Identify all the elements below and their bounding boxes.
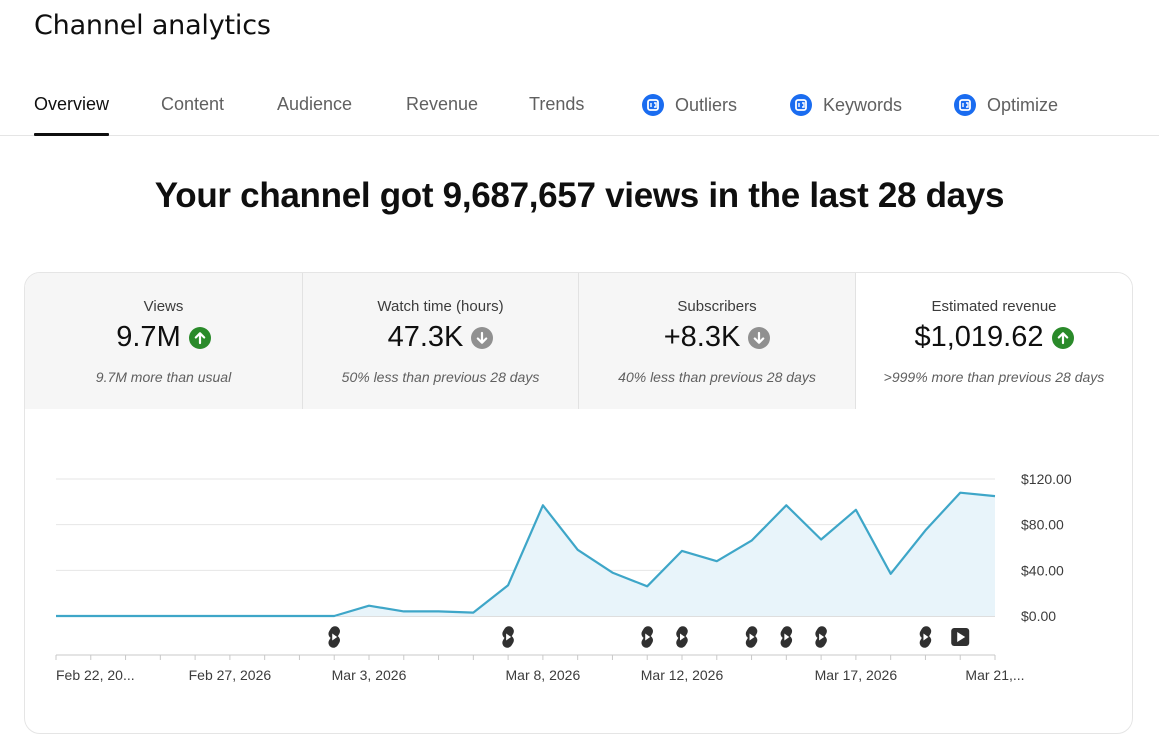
tab-label: Revenue: [406, 94, 479, 114]
data-point[interactable]: [401, 608, 407, 614]
active-tab-indicator: [34, 133, 110, 136]
shorts-upload-icon[interactable]: [918, 624, 933, 649]
metric-value: $1,019.62: [914, 321, 1044, 353]
tab-trends[interactable]: Trends: [529, 94, 584, 115]
data-point[interactable]: [644, 583, 650, 589]
tab-label: Overview: [34, 94, 110, 114]
y-tick-label: $120.00: [1021, 471, 1072, 487]
revenue-area: [56, 492, 995, 616]
data-point[interactable]: [992, 493, 998, 499]
revenue-line[interactable]: [56, 491, 996, 618]
data-point[interactable]: [331, 613, 337, 619]
metric-comparison: 40% less than previous 28 days: [618, 369, 816, 385]
summary-headline: Your channel got 9,687,657 views in the …: [154, 176, 1005, 215]
y-tick-label: $80.00: [1021, 517, 1064, 533]
metric-comparison: 50% less than previous 28 days: [341, 369, 540, 385]
tab-label: Keywords: [823, 94, 903, 115]
arrow-down-icon: [748, 326, 771, 349]
tab-revenue[interactable]: Revenue: [406, 94, 478, 115]
data-point[interactable]: [88, 613, 94, 619]
arrow-down-icon: [471, 326, 494, 349]
data-point[interactable]: [714, 558, 720, 564]
metric-views[interactable]: Views 9.7M 9.7M more than usual: [25, 273, 302, 409]
shorts-upload-icon[interactable]: [640, 624, 655, 649]
metric-comparison: >999% more than previous 28 days: [883, 369, 1105, 385]
shorts-upload-icon[interactable]: [674, 624, 689, 649]
tab-label: Optimize: [987, 94, 1059, 115]
data-point[interactable]: [262, 613, 268, 619]
data-point[interactable]: [192, 613, 198, 619]
metric-label: Subscribers: [677, 298, 757, 315]
vidiq-icon: [954, 94, 976, 116]
shorts-upload-icon[interactable]: [327, 624, 342, 649]
tab-optimize[interactable]: Optimize: [954, 94, 1058, 116]
revenue-chart[interactable]: $0.00 $40.00 $80.00 $120.00 Feb 22, 20... Feb…: [25, 273, 1132, 733]
tab-keywords[interactable]: Keywords: [790, 94, 902, 116]
data-point[interactable]: [157, 613, 163, 619]
shorts-upload-icon[interactable]: [501, 624, 516, 649]
shorts-upload-icon[interactable]: [744, 624, 759, 649]
x-tick-label: Mar 12, 2026: [641, 667, 724, 683]
data-point[interactable]: [505, 582, 511, 588]
metric-divider: [855, 273, 856, 409]
y-tick-label: $0.00: [1021, 608, 1056, 624]
tab-content[interactable]: Content: [161, 94, 224, 115]
x-tick-label: Feb 27, 2026: [189, 667, 272, 683]
x-tick-label: Mar 8, 2026: [506, 667, 581, 683]
data-point[interactable]: [957, 490, 963, 496]
tab-overview[interactable]: Overview: [34, 94, 110, 136]
metric-value: 9.7M: [116, 321, 181, 353]
x-tick-label: Feb 22, 20...: [56, 667, 135, 683]
tab-label: Audience: [277, 94, 353, 114]
metric-subscribers[interactable]: Subscribers +8.3K 40% less than previous…: [579, 273, 855, 409]
data-point[interactable]: [53, 613, 59, 619]
data-point[interactable]: [609, 570, 615, 576]
data-point[interactable]: [123, 613, 129, 619]
data-point[interactable]: [436, 608, 442, 614]
y-tick-label: $40.00: [1021, 562, 1064, 578]
tab-label: Content: [161, 94, 225, 114]
data-point[interactable]: [575, 547, 581, 553]
tab-outliers[interactable]: Outliers: [642, 94, 737, 116]
metric-value: 47.3K: [387, 321, 464, 353]
arrow-up-icon: [1051, 326, 1074, 349]
data-point[interactable]: [783, 502, 789, 508]
data-point[interactable]: [749, 538, 755, 544]
metric-estimated-revenue[interactable]: Estimated revenue $1,019.62 >999% more t…: [856, 273, 1132, 409]
data-point[interactable]: [366, 603, 372, 609]
data-point[interactable]: [470, 610, 476, 616]
data-point[interactable]: [296, 613, 302, 619]
tab-bar: Overview Content Audience Revenue Trends…: [0, 70, 1159, 136]
data-point[interactable]: [679, 548, 685, 554]
tab-audience[interactable]: Audience: [277, 94, 352, 115]
metric-comparison: 9.7M more than usual: [95, 369, 232, 385]
metric-label: Views: [143, 298, 184, 315]
vidiq-icon: [790, 94, 812, 116]
data-point[interactable]: [227, 613, 233, 619]
metric-divider: [302, 273, 303, 409]
x-tick-label: Mar 17, 2026: [815, 667, 898, 683]
metric-value: +8.3K: [663, 321, 741, 353]
x-tick-label: Mar 21,...: [965, 667, 1024, 683]
data-point[interactable]: [922, 527, 928, 533]
x-tick-label: Mar 3, 2026: [332, 667, 407, 683]
vidiq-icon: [642, 94, 664, 116]
metrics-card: Views 9.7M 9.7M more than usual Watch ti…: [24, 272, 1133, 734]
page-title: Channel analytics: [34, 10, 271, 41]
data-point[interactable]: [888, 571, 894, 577]
shorts-upload-icon[interactable]: [814, 624, 829, 649]
metric-divider: [578, 273, 579, 409]
metric-watch-time[interactable]: Watch time (hours) 47.3K 50% less than p…: [303, 273, 578, 409]
video-upload-icon[interactable]: [951, 628, 970, 646]
data-point[interactable]: [818, 537, 824, 543]
arrow-up-icon: [188, 326, 211, 349]
metric-label: Watch time (hours): [377, 298, 504, 315]
metric-label: Estimated revenue: [931, 298, 1057, 315]
tab-label: Outliers: [675, 94, 738, 115]
shorts-upload-icon[interactable]: [779, 624, 794, 649]
tab-label: Trends: [529, 94, 585, 114]
data-point[interactable]: [853, 507, 859, 513]
data-point[interactable]: [540, 502, 546, 508]
